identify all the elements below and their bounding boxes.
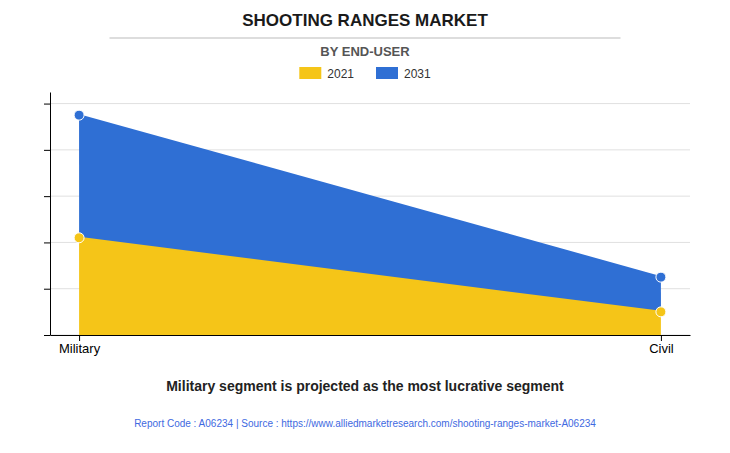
legend-item: 2021 (299, 67, 354, 81)
title: SHOOTING RANGES MARKET (242, 11, 488, 30)
area (79, 115, 661, 312)
y-tick-mark (44, 242, 50, 243)
y-tick-mark (44, 289, 50, 290)
x-tick: Civil (649, 335, 674, 356)
y-tick-mark (44, 335, 50, 336)
line (79, 115, 661, 277)
marker (656, 272, 666, 282)
legend-swatch (299, 67, 321, 79)
footnote: Military segment is projected as the mos… (166, 378, 564, 394)
x-tick: Military (59, 335, 101, 356)
y-tick (44, 196, 50, 197)
legend: 2021 2031 (299, 67, 431, 81)
marker (74, 233, 84, 243)
separator (110, 38, 621, 39)
x-axis-line (51, 335, 691, 336)
x-axis: Military Civil (51, 335, 691, 356)
x-tick-label: Civil (649, 341, 674, 356)
y-tick (44, 289, 50, 290)
grid (50, 104, 690, 335)
y-tick (44, 242, 50, 243)
y-tick-mark (44, 196, 50, 197)
source: Report Code : A06234 | Source : https://… (134, 418, 596, 429)
y-axis-line (50, 93, 51, 336)
x-tick-mark (661, 335, 662, 341)
y-tick (44, 335, 50, 336)
subtitle: BY END-USER (320, 44, 410, 59)
y-tick (44, 104, 50, 105)
line (79, 238, 661, 312)
y-tick-mark (44, 150, 50, 151)
x-tick-mark (79, 335, 80, 341)
grid-line (50, 103, 690, 104)
legend-label: 2031 (404, 67, 431, 81)
legend-label: 2021 (327, 67, 354, 81)
chart-svg: SHOOTING RANGES MARKET BY END-USER Militar… (0, 0, 730, 453)
plot-area (74, 110, 666, 335)
legend-item: 2031 (376, 67, 431, 81)
chart-container: SHOOTING RANGES MARKET BY END-USER Militar… (0, 0, 730, 453)
marker (656, 307, 666, 317)
marker (74, 110, 84, 120)
y-tick (44, 150, 50, 151)
y-tick-mark (44, 104, 50, 105)
legend-swatch (376, 67, 398, 79)
x-tick-label: Military (59, 341, 101, 356)
y-axis (44, 93, 51, 336)
